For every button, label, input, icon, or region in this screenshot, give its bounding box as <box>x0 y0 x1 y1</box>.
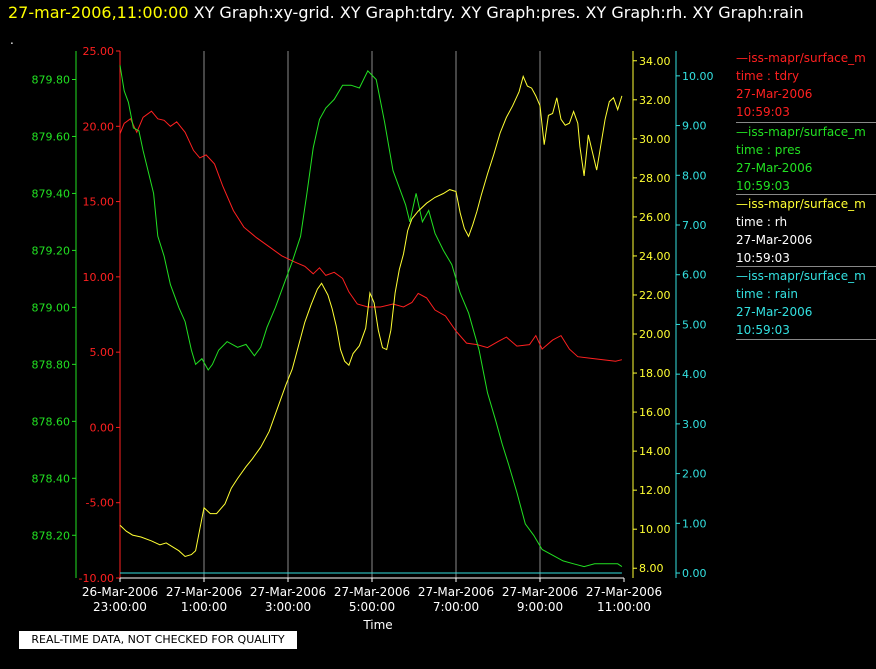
rh-tick-label: 34.00 <box>639 55 671 68</box>
rh-tick-label: 32.00 <box>639 94 671 107</box>
tdry-tick-label: 5.00 <box>90 346 115 359</box>
title-timestamp: 27-mar-2006,11:00:00 <box>8 3 189 22</box>
x-tick-label: 27-Mar-2006 <box>586 585 662 599</box>
legend-time: 10:59:03 <box>736 105 790 119</box>
rain-tick-label: 10.00 <box>682 70 714 83</box>
pres-tick-label: 878.60 <box>32 415 71 428</box>
rh-tick-label: 28.00 <box>639 172 671 185</box>
quality-disclaimer: REAL-TIME DATA, NOT CHECKED FOR QUALITY <box>19 631 297 649</box>
legend-variable: time : rh <box>736 215 788 229</box>
rh-tick-label: 30.00 <box>639 133 671 146</box>
legend-date: 27-Mar-2006 <box>736 87 813 101</box>
rh-tick-label: 8.00 <box>639 562 664 575</box>
x-tick-label: 26-Mar-2006 <box>82 585 158 599</box>
rain-tick-label: 1.00 <box>682 517 707 530</box>
title-graph-list: XY Graph:xy-grid. XY Graph:tdry. XY Grap… <box>193 3 804 22</box>
chart-title: 27-mar-2006,11:00:00 XY Graph:xy-grid. X… <box>8 3 804 22</box>
rain-tick-label: 2.00 <box>682 468 707 481</box>
rain-tick-label: 5.00 <box>682 318 707 331</box>
tdry-tick-label: 15.00 <box>83 196 115 209</box>
pres-tick-label: 878.80 <box>32 358 71 371</box>
x-tick-label: 11:00:00 <box>597 600 651 614</box>
rain-tick-label: 4.00 <box>682 368 707 381</box>
legend-time: 10:59:03 <box>736 251 790 265</box>
x-tick-label: 23:00:00 <box>93 600 147 614</box>
legend-entry-pres: —iss-mapr/surface_m time : pres 27-Mar-2… <box>736 121 876 195</box>
legend-date: 27-Mar-2006 <box>736 161 813 175</box>
legend-date: 27-Mar-2006 <box>736 233 813 247</box>
rain-tick-label: 0.00 <box>682 567 707 580</box>
pres-tick-label: 879.80 <box>32 73 71 86</box>
x-tick-label: 9:00:00 <box>517 600 563 614</box>
legend-variable: time : rain <box>736 287 799 301</box>
pres-tick-label: 878.40 <box>32 472 71 485</box>
tdry-tick-label: 25.00 <box>83 45 115 58</box>
x-tick-label: 3:00:00 <box>265 600 311 614</box>
legend-source: —iss-mapr/surface_m <box>736 51 866 65</box>
rh-tick-label: 14.00 <box>639 445 671 458</box>
x-tick-label: 1:00:00 <box>181 600 227 614</box>
x-tick-label: 5:00:00 <box>349 600 395 614</box>
rain-tick-label: 8.00 <box>682 169 707 182</box>
legend-variable: time : tdry <box>736 69 800 83</box>
x-axis-label: Time <box>362 618 392 632</box>
legend-entry-tdry: —iss-mapr/surface_m time : tdry 27-Mar-2… <box>736 49 876 121</box>
rh-tick-label: 26.00 <box>639 211 671 224</box>
x-tick-label: 7:00:00 <box>433 600 479 614</box>
series-line-rh <box>119 74 623 558</box>
rh-tick-label: 12.00 <box>639 484 671 497</box>
x-tick-label: 27-Mar-2006 <box>334 585 410 599</box>
legend-source: —iss-mapr/surface_m <box>736 194 876 213</box>
pres-tick-label: 879.20 <box>32 244 71 257</box>
series-line-pres <box>119 65 623 568</box>
pres-tick-label: 878.20 <box>32 529 71 542</box>
rh-tick-label: 10.00 <box>639 523 671 536</box>
x-tick-label: 27-Mar-2006 <box>502 585 578 599</box>
legend-entry-rain: —iss-mapr/surface_m time : rain 27-Mar-2… <box>736 265 876 340</box>
rh-tick-label: 20.00 <box>639 328 671 341</box>
legend-time: 10:59:03 <box>736 179 790 193</box>
rain-tick-label: 3.00 <box>682 418 707 431</box>
pres-tick-label: 879.40 <box>32 187 71 200</box>
legend-source: —iss-mapr/surface_m <box>736 266 876 285</box>
x-tick-label: 27-Mar-2006 <box>166 585 242 599</box>
dot-marker: . <box>10 33 14 47</box>
legend-entry-rh: —iss-mapr/surface_m time : rh 27-Mar-200… <box>736 193 876 267</box>
legend-time: 10:59:03 <box>736 321 876 340</box>
rh-tick-label: 18.00 <box>639 367 671 380</box>
series-line-tdry <box>119 110 623 362</box>
rain-tick-label: 9.00 <box>682 120 707 133</box>
rh-tick-label: 16.00 <box>639 406 671 419</box>
legend-date: 27-Mar-2006 <box>736 305 813 319</box>
pres-tick-label: 879.00 <box>32 301 71 314</box>
x-tick-label: 27-Mar-2006 <box>250 585 326 599</box>
rain-tick-label: 7.00 <box>682 219 707 232</box>
rh-tick-label: 22.00 <box>639 289 671 302</box>
legend-variable: time : pres <box>736 143 801 157</box>
tdry-tick-label: 20.00 <box>83 120 115 133</box>
tdry-tick-label: 0.00 <box>90 421 115 434</box>
x-tick-label: 27-Mar-2006 <box>418 585 494 599</box>
pres-tick-label: 879.60 <box>32 130 71 143</box>
rh-tick-label: 24.00 <box>639 250 671 263</box>
tdry-tick-label: -10.00 <box>79 572 114 585</box>
rain-tick-label: 6.00 <box>682 269 707 282</box>
legend-source: —iss-mapr/surface_m <box>736 122 876 141</box>
tdry-tick-label: -5.00 <box>86 497 114 510</box>
tdry-tick-label: 10.00 <box>83 271 115 284</box>
